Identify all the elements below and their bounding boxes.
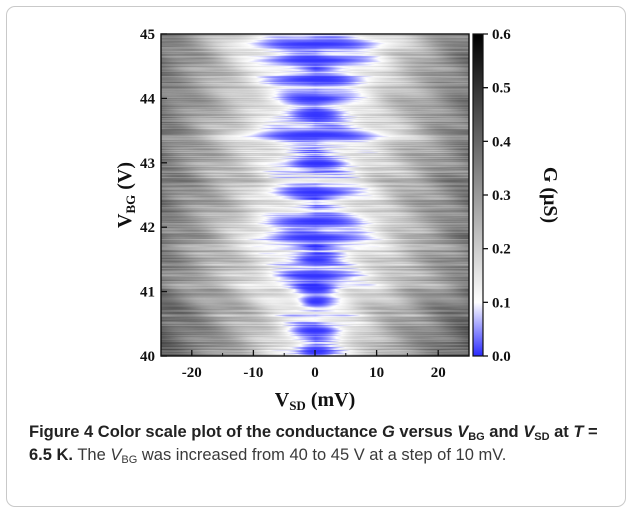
caption-body-sub: BG xyxy=(121,454,138,466)
y-axis-title-main: V xyxy=(114,213,136,228)
colorbar-gradient xyxy=(472,33,484,357)
x-axis: -20 -10 0 10 20 xyxy=(160,350,470,381)
y-tick-label: 45 xyxy=(140,27,155,43)
x-tick-label: -10 xyxy=(243,365,263,381)
caption-sub: BG xyxy=(468,431,485,443)
heatmap xyxy=(161,34,469,356)
caption-var-g: G xyxy=(381,423,395,441)
caption-title-text: and xyxy=(484,423,524,441)
caption-body-text: The xyxy=(73,446,111,464)
colorbar-tick-label: 0.5 xyxy=(492,81,511,97)
colorbar-axis: 0.0 0.1 0.2 0.3 0.4 0.5 0.6 xyxy=(483,27,511,365)
x-tick-label: -20 xyxy=(182,365,202,381)
chart: -20 -10 0 10 20 40 41 42 43 44 45 0.0 0.1 0.2 0.3 0.4… xyxy=(114,27,561,413)
y-tick-label: 42 xyxy=(140,220,155,236)
colorbar-tick-label: 0.3 xyxy=(492,188,511,204)
x-axis-title-main: V xyxy=(275,389,290,411)
caption-var-t: T xyxy=(573,423,584,441)
caption-sub: SD xyxy=(534,431,550,443)
caption-title: Figure 4 Color scale plot of the conduct… xyxy=(29,423,598,464)
figure-frame: -20 -10 0 10 20 40 41 42 43 44 45 0.0 0.1 0.2 0.3 0.4… xyxy=(6,6,626,507)
caption-title-text: = 6.5 K. xyxy=(29,423,598,464)
y-axis-title: VBG (V) xyxy=(114,162,138,228)
caption-var-v: V xyxy=(457,423,469,441)
figure-caption: Figure 4 Color scale plot of the conduct… xyxy=(29,421,617,467)
colorbar-tick-label: 0.0 xyxy=(492,349,511,365)
colorbar-tick-label: 0.4 xyxy=(492,134,511,150)
y-axis: 40 41 42 43 44 45 xyxy=(140,27,167,365)
colorbar-tick-label: 0.1 xyxy=(492,295,511,311)
caption-body-text: was increased from 40 to 45 V at a step … xyxy=(137,446,507,464)
x-axis-title: VSD (mV) xyxy=(275,389,356,413)
x-tick-label: 20 xyxy=(431,365,446,381)
colorbar-tick-label: 0.2 xyxy=(492,242,511,258)
y-tick-label: 43 xyxy=(140,156,155,172)
x-axis-title-sub: SD xyxy=(289,398,306,413)
caption-title-text: Color scale plot of the conductance xyxy=(93,423,382,441)
caption-body-var-v: V xyxy=(110,446,122,464)
colorbar-title: G (μS) xyxy=(539,167,561,223)
caption-title-text: versus xyxy=(394,423,458,441)
y-tick-label: 40 xyxy=(140,349,155,365)
y-axis-title-sub: BG xyxy=(123,195,138,214)
x-tick-label: 10 xyxy=(369,365,384,381)
x-tick-label: 0 xyxy=(311,365,319,381)
y-tick-label: 41 xyxy=(140,285,155,301)
caption-title-text: at xyxy=(549,423,574,441)
figure-label: Figure 4 xyxy=(29,423,94,441)
colorbar-tick-label: 0.6 xyxy=(492,27,511,43)
x-axis-title-unit: (mV) xyxy=(311,389,355,411)
colorbar xyxy=(472,33,484,357)
y-tick-label: 44 xyxy=(140,91,156,107)
caption-var-v: V xyxy=(523,423,535,441)
y-axis-title-unit: (V) xyxy=(114,162,136,190)
heatmap-image xyxy=(161,34,469,356)
